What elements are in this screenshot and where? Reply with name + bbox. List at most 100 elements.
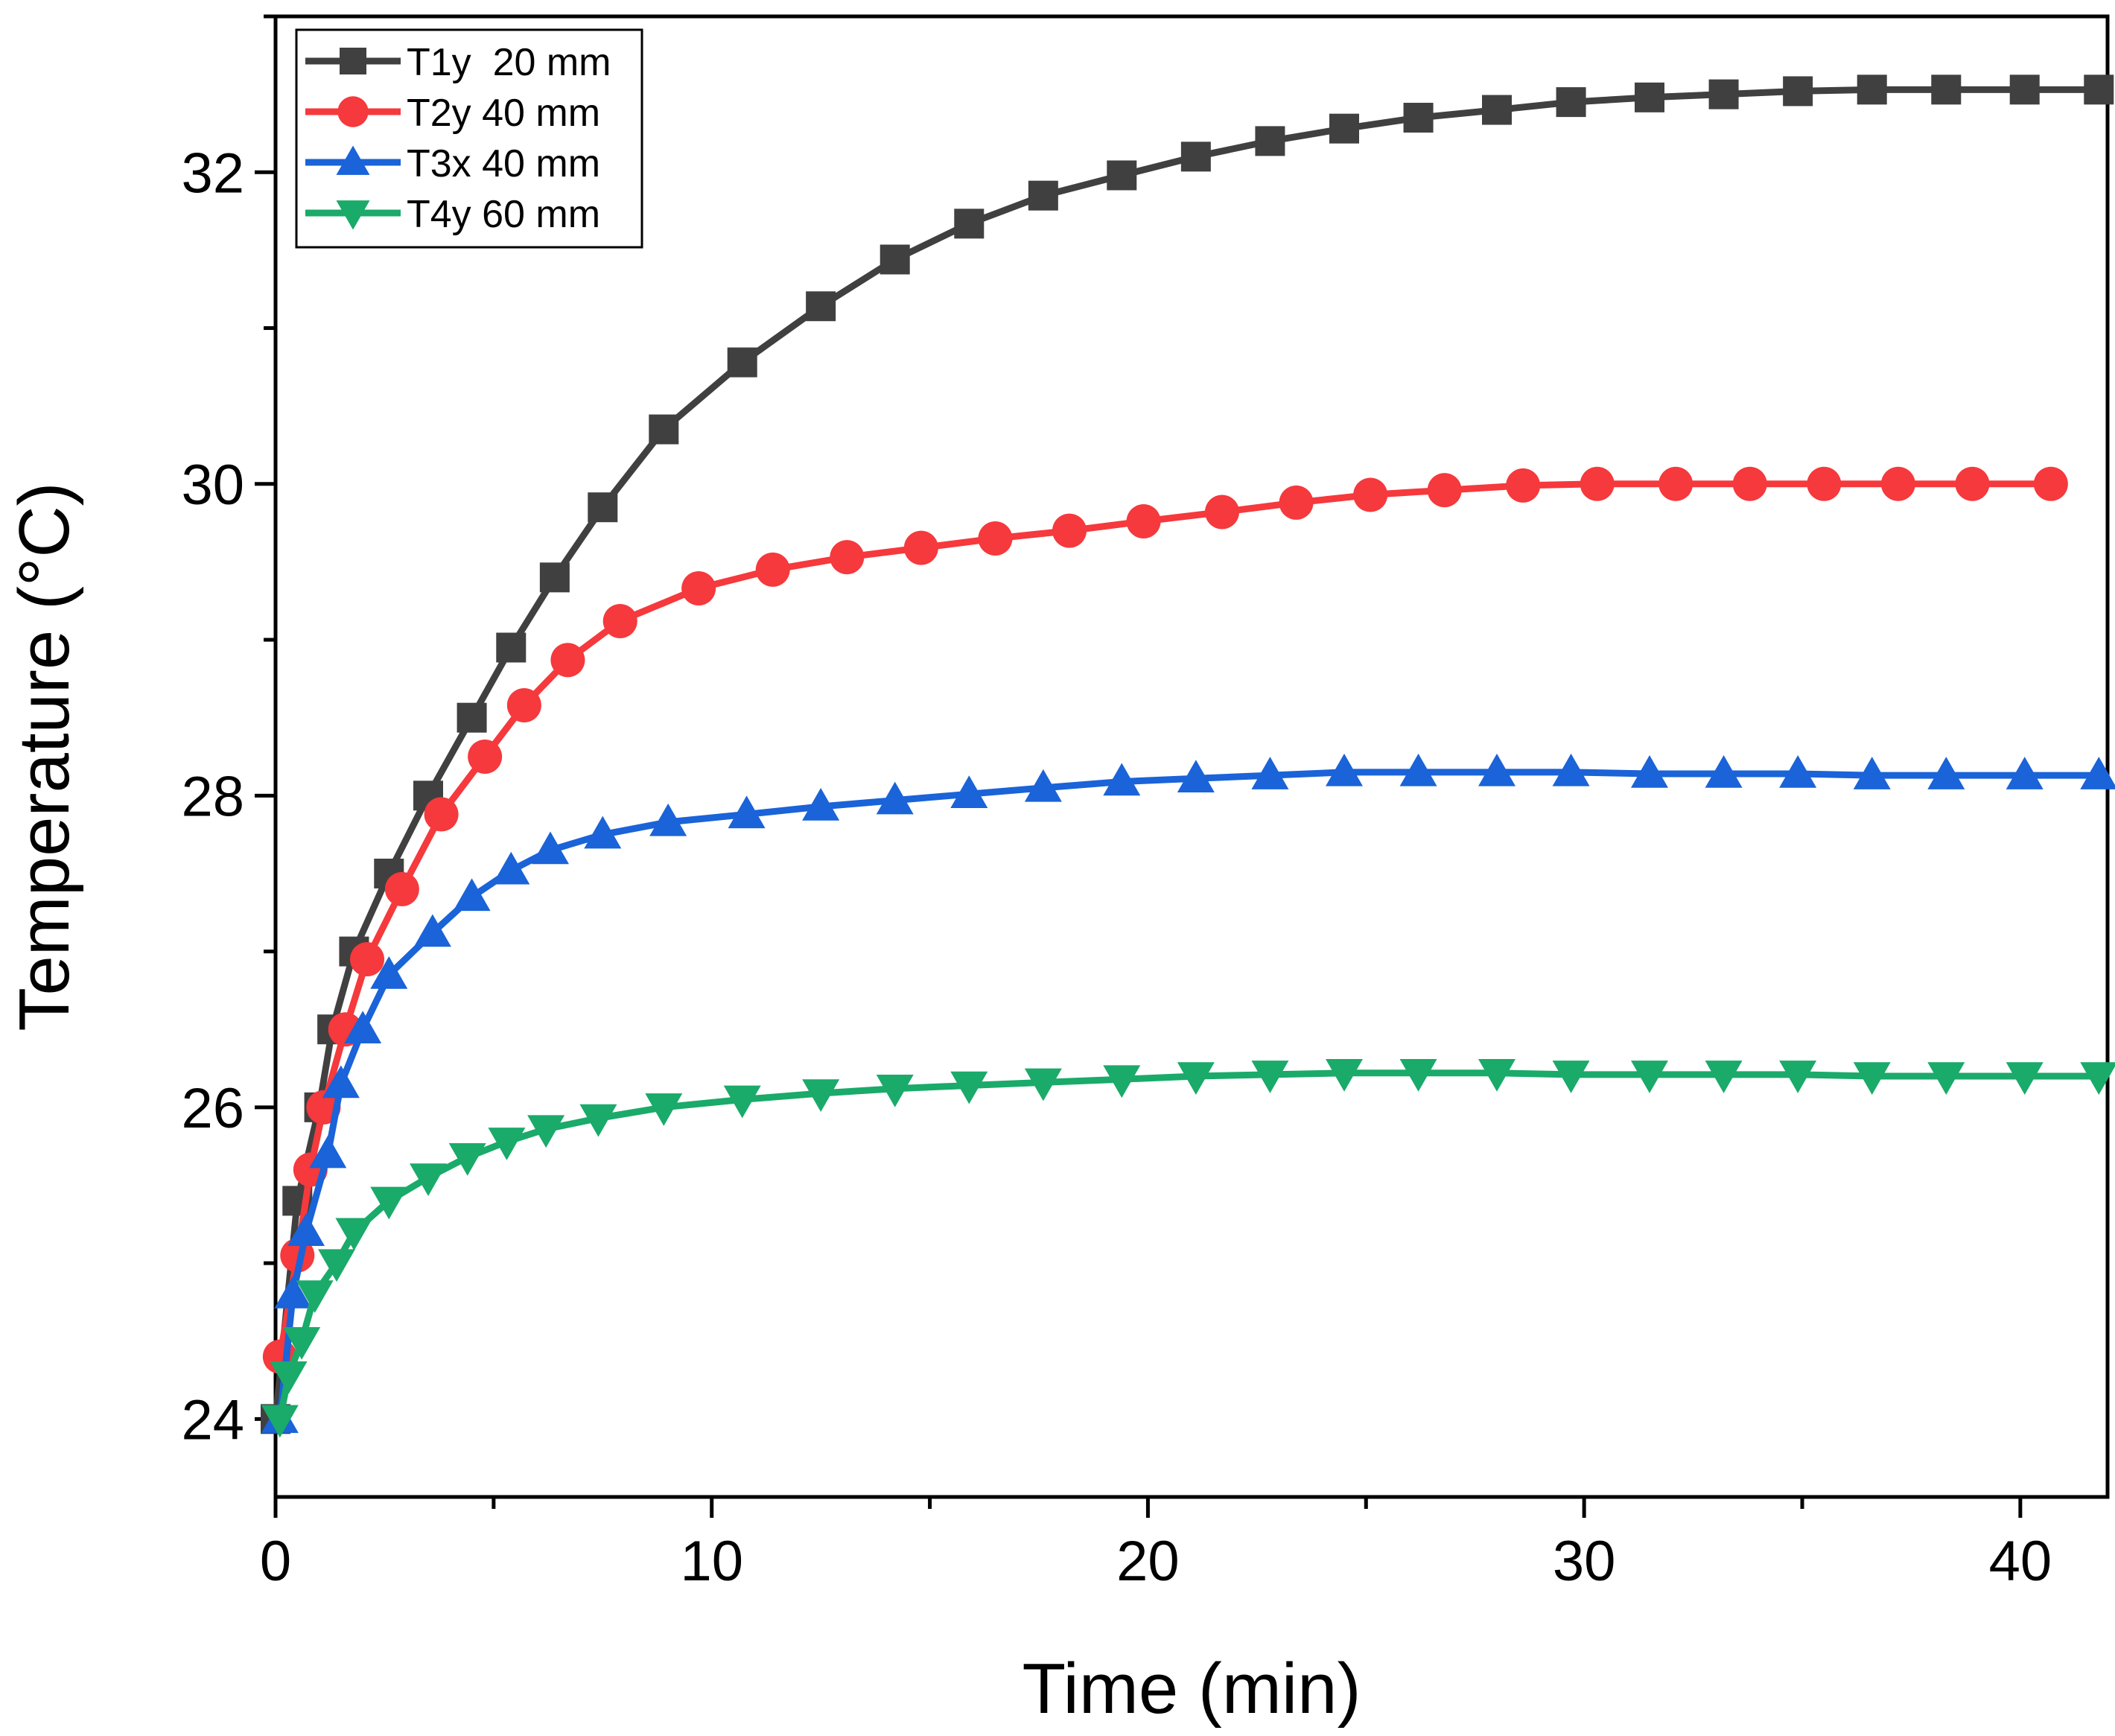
data-point bbox=[1399, 1059, 1437, 1092]
data-point bbox=[1052, 513, 1087, 548]
data-point bbox=[876, 781, 914, 815]
data-point bbox=[755, 552, 790, 587]
data-point bbox=[1927, 757, 1965, 789]
legend: T1y 20 mm T2y 40 mm T3x 40 mm T4y 60 mm bbox=[295, 28, 643, 249]
y-tick-label: 30 bbox=[181, 454, 244, 517]
data-point bbox=[1107, 160, 1137, 191]
y-tick-label: 28 bbox=[181, 765, 244, 828]
data-point bbox=[532, 831, 569, 865]
data-point bbox=[410, 1163, 447, 1197]
x-tick-label: 30 bbox=[1553, 1530, 1616, 1593]
data-point bbox=[550, 643, 585, 678]
data-point bbox=[1177, 1062, 1215, 1095]
series-1 bbox=[261, 74, 2114, 1434]
data-point bbox=[1552, 1061, 1590, 1093]
series-2 bbox=[262, 466, 2068, 1374]
data-point bbox=[1955, 466, 1990, 501]
legend-entry: T2y 40 mm bbox=[305, 92, 600, 135]
data-point bbox=[384, 871, 419, 906]
y-tick-label: 24 bbox=[181, 1388, 244, 1452]
data-point bbox=[1857, 74, 1887, 105]
data-point bbox=[579, 1104, 617, 1137]
y-tick-label: 26 bbox=[181, 1077, 244, 1140]
data-point bbox=[322, 1065, 360, 1098]
data-point bbox=[413, 914, 451, 947]
data-point bbox=[649, 803, 687, 836]
data-point bbox=[1103, 1065, 1141, 1098]
x-axis-title: Time (min) bbox=[1022, 1649, 1361, 1729]
data-point bbox=[2084, 74, 2114, 105]
data-point bbox=[1255, 126, 1285, 156]
series-4 bbox=[261, 1059, 2115, 1438]
data-point bbox=[1927, 1062, 1965, 1095]
data-point bbox=[1478, 753, 1516, 786]
x-tick-label: 20 bbox=[1116, 1530, 1180, 1593]
data-point bbox=[496, 632, 527, 663]
data-point bbox=[335, 1218, 373, 1251]
data-point bbox=[1024, 1068, 1062, 1101]
data-point bbox=[261, 1405, 299, 1438]
legend-marker bbox=[336, 145, 370, 175]
data-point bbox=[1556, 87, 1586, 118]
legend-entry: T3x 40 mm bbox=[305, 142, 600, 185]
data-point bbox=[880, 244, 910, 275]
data-point bbox=[2009, 74, 2040, 105]
x-tick-label: 10 bbox=[680, 1530, 743, 1593]
data-point bbox=[1326, 753, 1363, 786]
data-point bbox=[1506, 468, 1541, 503]
data-point bbox=[270, 1361, 308, 1394]
data-point bbox=[1631, 1061, 1668, 1093]
data-point bbox=[649, 414, 679, 445]
data-point bbox=[1399, 753, 1437, 786]
data-point bbox=[283, 1326, 321, 1360]
data-point bbox=[488, 1128, 526, 1160]
data-point bbox=[1658, 466, 1693, 501]
data-point bbox=[1635, 82, 1664, 112]
data-point bbox=[954, 209, 985, 239]
x-tick-label: 40 bbox=[1989, 1530, 2052, 1593]
data-point bbox=[350, 942, 384, 977]
y-axis-title: Temperature (°C) bbox=[4, 482, 84, 1031]
data-point bbox=[1126, 504, 1161, 539]
data-point bbox=[727, 347, 757, 378]
legend-marker bbox=[337, 96, 369, 127]
data-point bbox=[1353, 477, 1388, 512]
legend-entry: T4y 60 mm bbox=[305, 193, 600, 236]
legend-marker bbox=[336, 200, 370, 230]
data-point bbox=[370, 956, 408, 989]
data-point bbox=[802, 1079, 840, 1113]
data-point bbox=[1279, 485, 1314, 520]
data-point bbox=[1708, 79, 1739, 109]
data-point bbox=[728, 795, 766, 829]
data-point bbox=[344, 1011, 382, 1043]
data-point bbox=[506, 687, 541, 722]
data-point bbox=[1326, 1059, 1363, 1092]
data-point bbox=[1403, 103, 1434, 133]
series-line bbox=[276, 480, 2055, 1361]
data-point bbox=[1180, 142, 1211, 172]
data-point bbox=[806, 291, 836, 322]
data-point bbox=[830, 540, 865, 575]
data-point bbox=[950, 775, 988, 808]
data-point bbox=[453, 878, 491, 912]
data-point bbox=[1028, 180, 1058, 211]
data-point bbox=[287, 1213, 325, 1247]
series-layer bbox=[261, 74, 2115, 1438]
data-point bbox=[2080, 1062, 2115, 1095]
data-point bbox=[1853, 757, 1891, 789]
data-point bbox=[1631, 755, 1668, 788]
data-point bbox=[1783, 76, 1813, 106]
axis-ticks: 0 10 20 30 40 24 26 28 30 32 bbox=[181, 14, 2052, 1593]
plot-frame bbox=[273, 14, 2110, 1499]
data-point bbox=[645, 1093, 683, 1126]
data-point bbox=[978, 521, 1013, 556]
x-tick-label: 0 bbox=[260, 1530, 291, 1593]
data-point bbox=[468, 740, 503, 774]
data-point bbox=[1779, 755, 1817, 788]
data-point bbox=[950, 1071, 988, 1104]
data-point bbox=[1205, 495, 1239, 530]
legend-label: T3x 40 mm bbox=[407, 142, 600, 185]
data-point bbox=[1177, 760, 1215, 793]
data-point bbox=[2080, 757, 2115, 789]
data-point bbox=[584, 815, 622, 849]
